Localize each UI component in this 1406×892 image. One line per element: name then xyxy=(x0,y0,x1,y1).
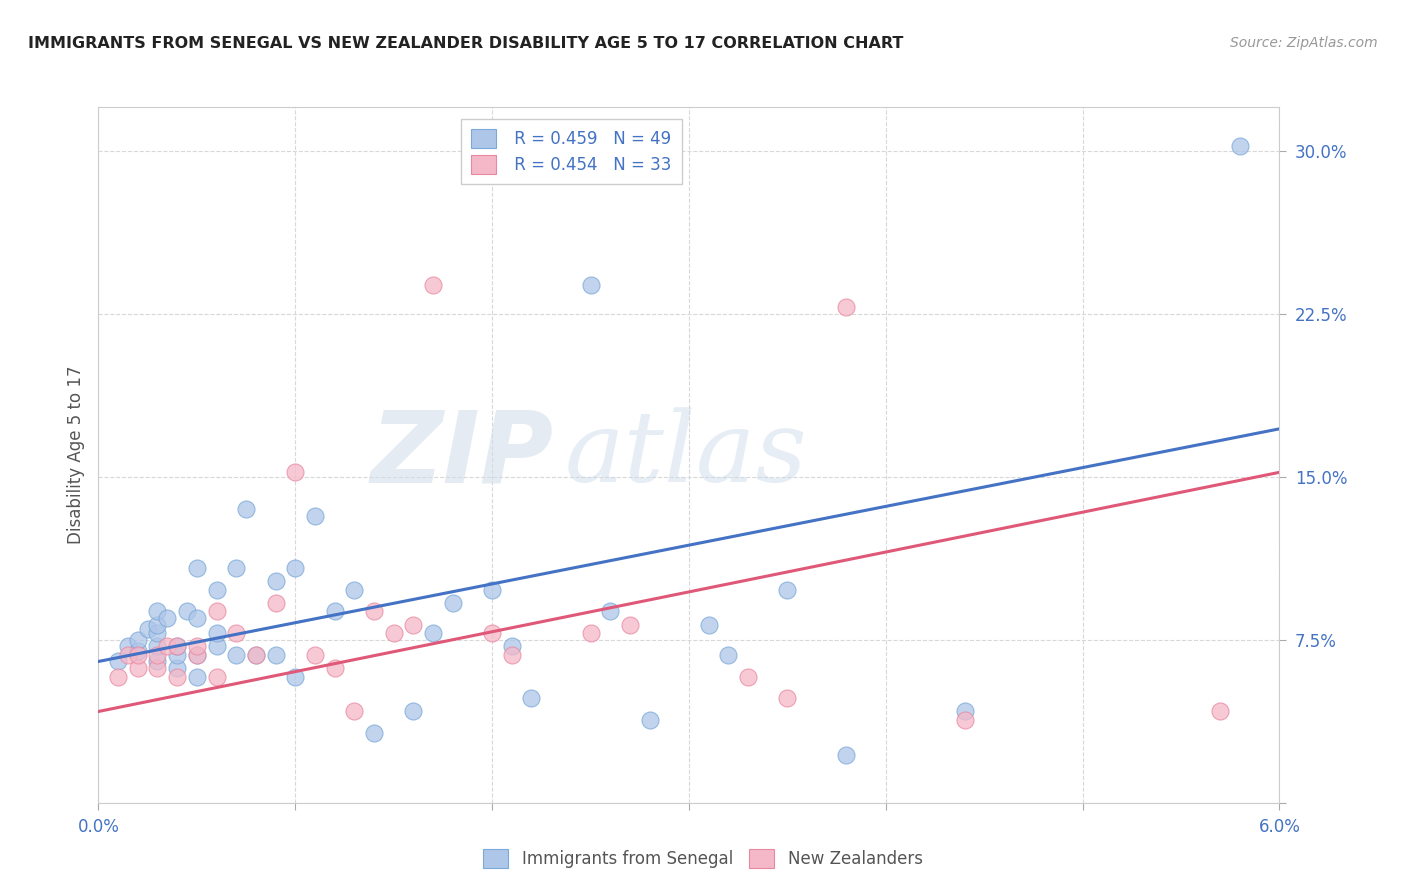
Legend: Immigrants from Senegal, New Zealanders: Immigrants from Senegal, New Zealanders xyxy=(477,842,929,875)
Point xyxy=(166,639,188,653)
Point xyxy=(343,582,366,597)
Point xyxy=(343,705,366,719)
Point xyxy=(136,622,159,636)
Point xyxy=(166,648,188,662)
Y-axis label: Disability Age 5 to 17: Disability Age 5 to 17 xyxy=(66,366,84,544)
Point xyxy=(776,691,799,706)
Point xyxy=(323,661,346,675)
Legend:  R = 0.459   N = 49,  R = 0.454   N = 33: R = 0.459 N = 49, R = 0.454 N = 33 xyxy=(461,119,682,184)
Point xyxy=(146,617,169,632)
Point xyxy=(776,582,799,597)
Point xyxy=(264,596,287,610)
Point xyxy=(186,648,208,662)
Point xyxy=(835,747,858,762)
Point xyxy=(146,626,169,640)
Point xyxy=(1209,705,1232,719)
Point xyxy=(146,655,169,669)
Point xyxy=(186,648,208,662)
Point xyxy=(127,661,149,675)
Point xyxy=(235,502,257,516)
Point xyxy=(264,574,287,588)
Point xyxy=(107,655,129,669)
Point xyxy=(127,643,149,657)
Point xyxy=(284,466,307,480)
Point xyxy=(402,617,425,632)
Point xyxy=(166,661,188,675)
Point xyxy=(619,617,641,632)
Point xyxy=(205,639,228,653)
Point xyxy=(186,670,208,684)
Point xyxy=(481,582,503,597)
Point xyxy=(422,278,444,293)
Point xyxy=(156,639,179,653)
Point xyxy=(225,626,247,640)
Point xyxy=(304,648,326,662)
Point xyxy=(156,611,179,625)
Point xyxy=(422,626,444,640)
Point xyxy=(107,670,129,684)
Point xyxy=(117,639,139,653)
Text: IMMIGRANTS FROM SENEGAL VS NEW ZEALANDER DISABILITY AGE 5 TO 17 CORRELATION CHAR: IMMIGRANTS FROM SENEGAL VS NEW ZEALANDER… xyxy=(28,36,904,51)
Point xyxy=(520,691,543,706)
Point xyxy=(146,648,169,662)
Point xyxy=(481,626,503,640)
Point xyxy=(225,648,247,662)
Point xyxy=(402,705,425,719)
Point xyxy=(205,626,228,640)
Point xyxy=(225,561,247,575)
Text: atlas: atlas xyxy=(565,408,807,502)
Point xyxy=(176,605,198,619)
Point xyxy=(323,605,346,619)
Point xyxy=(501,639,523,653)
Point xyxy=(205,670,228,684)
Point xyxy=(363,605,385,619)
Point xyxy=(186,561,208,575)
Point xyxy=(146,639,169,653)
Point xyxy=(638,713,661,727)
Point xyxy=(953,705,976,719)
Point xyxy=(579,278,602,293)
Point xyxy=(205,582,228,597)
Point xyxy=(441,596,464,610)
Point xyxy=(166,670,188,684)
Text: Source: ZipAtlas.com: Source: ZipAtlas.com xyxy=(1230,36,1378,50)
Point xyxy=(717,648,740,662)
Point xyxy=(599,605,621,619)
Point xyxy=(186,639,208,653)
Point xyxy=(363,726,385,740)
Point xyxy=(245,648,267,662)
Point xyxy=(737,670,759,684)
Point xyxy=(501,648,523,662)
Point xyxy=(245,648,267,662)
Point xyxy=(284,561,307,575)
Point xyxy=(146,605,169,619)
Point xyxy=(304,508,326,523)
Point xyxy=(127,632,149,647)
Point xyxy=(953,713,976,727)
Point xyxy=(186,611,208,625)
Point xyxy=(205,605,228,619)
Point xyxy=(835,300,858,314)
Point xyxy=(127,648,149,662)
Point xyxy=(117,648,139,662)
Point xyxy=(697,617,720,632)
Point xyxy=(264,648,287,662)
Point xyxy=(579,626,602,640)
Point xyxy=(1229,139,1251,153)
Point xyxy=(166,639,188,653)
Point xyxy=(284,670,307,684)
Text: ZIP: ZIP xyxy=(370,407,553,503)
Point xyxy=(146,661,169,675)
Point xyxy=(382,626,405,640)
